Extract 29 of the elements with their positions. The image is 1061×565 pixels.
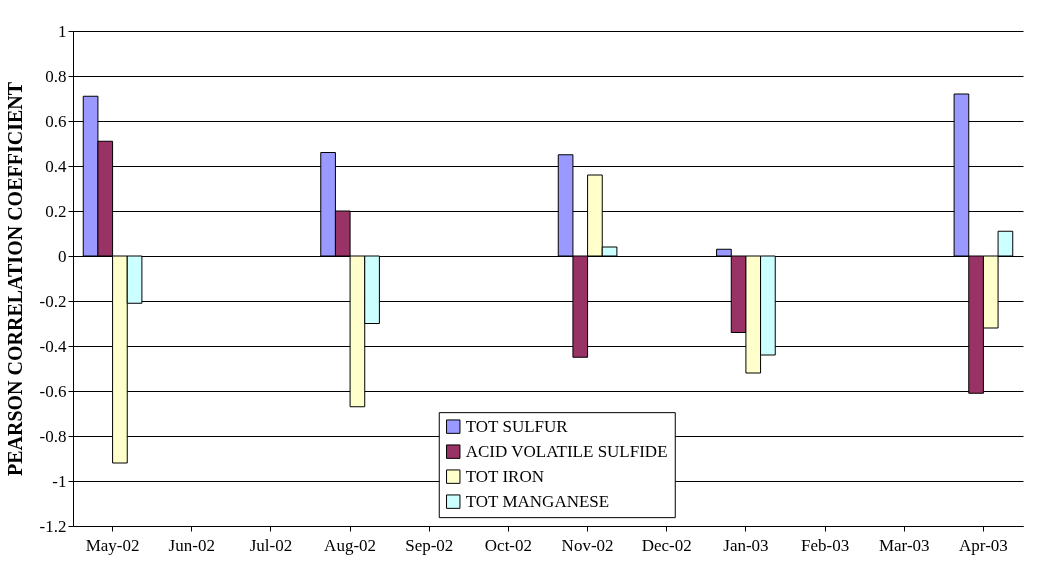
y-tick-label: 1 (58, 21, 67, 41)
x-tick-label: Nov-02 (561, 535, 614, 555)
y-tick-label: 0 (58, 246, 67, 266)
x-tick-label: Jan-03 (723, 535, 769, 555)
legend-label: TOT IRON (465, 466, 544, 486)
x-tick-label: Apr-03 (959, 535, 1008, 555)
y-tick-label: 0.8 (45, 66, 67, 86)
y-tick-label: -0.8 (39, 426, 67, 446)
legend-label: ACID VOLATILE SULFIDE (465, 441, 668, 461)
y-tick-label: -0.2 (39, 291, 67, 311)
y-axis-title: PEARSON CORRELATION COEFFICIENT (3, 81, 26, 477)
y-tick-label: -1.2 (39, 516, 67, 536)
x-tick-label: Sep-02 (405, 535, 454, 555)
y-tick-label: 0.4 (45, 156, 67, 176)
y-tick-label: -0.4 (39, 336, 67, 356)
x-tick-label: Aug-02 (324, 535, 377, 555)
y-tick-label: 0.6 (45, 111, 67, 131)
legend-label: TOT SULFUR (465, 416, 569, 436)
x-tick-label: Jul-02 (249, 535, 293, 555)
x-tick-label: Oct-02 (484, 535, 533, 555)
legend-label: TOT MANGANESE (465, 491, 610, 511)
y-tick-label: -1 (52, 471, 67, 491)
x-tick-label: Mar-03 (878, 535, 930, 555)
x-tick-label: Feb-03 (801, 535, 850, 555)
x-tick-label: Dec-02 (641, 535, 692, 555)
y-tick-label: -0.6 (39, 381, 67, 401)
x-tick-label: May-02 (85, 535, 140, 555)
x-tick-label: Jun-02 (168, 535, 215, 555)
y-tick-label: 0.2 (45, 201, 67, 221)
